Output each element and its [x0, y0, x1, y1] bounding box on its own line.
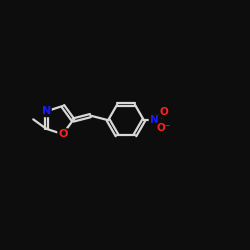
Text: O⁻: O⁻	[157, 123, 171, 133]
Text: O: O	[160, 107, 168, 117]
Text: N: N	[42, 106, 51, 116]
Text: N⁺: N⁺	[150, 115, 164, 125]
Text: O: O	[58, 129, 68, 139]
